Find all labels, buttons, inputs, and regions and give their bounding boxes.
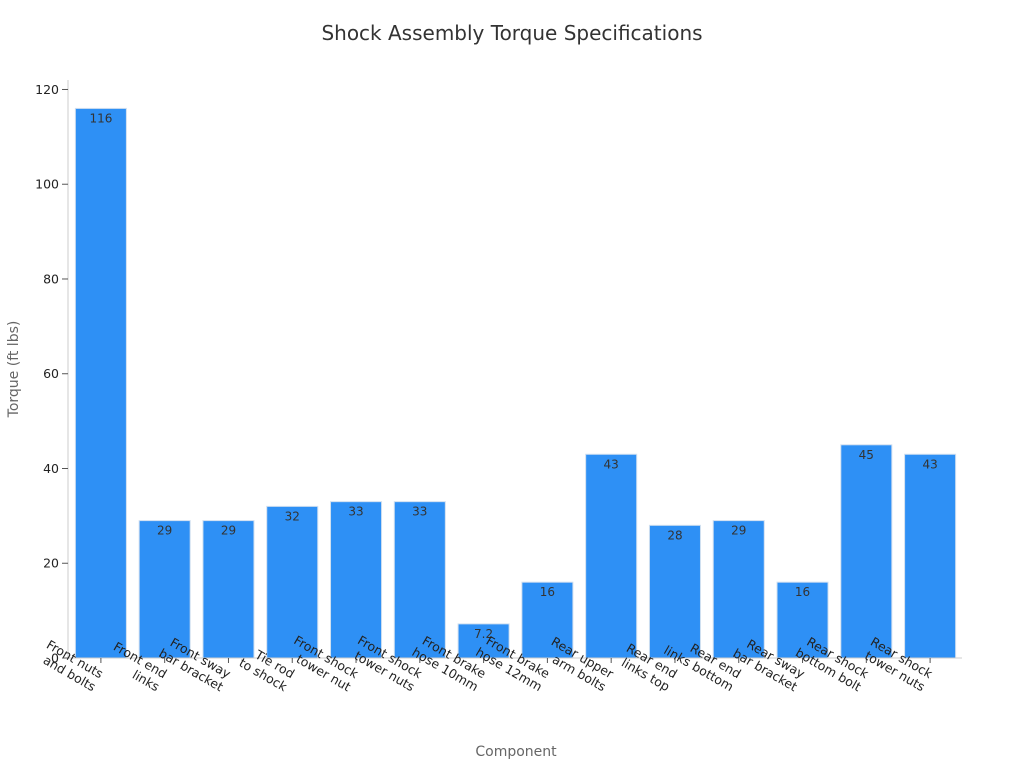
x-axis-label: Component [475, 744, 557, 760]
bar-value-label: 29 [731, 524, 746, 538]
bar [202, 520, 255, 659]
bar-value-label: 116 [89, 111, 112, 125]
bar [266, 505, 319, 659]
bar [457, 623, 510, 659]
bar [712, 520, 765, 659]
chart-title: Shock Assembly Torque Specifications [321, 21, 702, 45]
bar-value-label: 16 [795, 585, 810, 599]
bar-value-label: 28 [667, 528, 682, 542]
bar [904, 453, 957, 659]
bar [521, 581, 574, 659]
bar-value-label: 33 [412, 505, 427, 519]
y-tick-label: 40 [43, 461, 59, 476]
y-ticks-group: 0 20 40 60 80 100 120 [35, 82, 68, 666]
y-tick-label: 100 [35, 177, 59, 192]
bar [648, 524, 701, 659]
bar-value-label: 33 [348, 505, 363, 519]
bar-value-label: 43 [922, 457, 937, 471]
bar-labels-group: 116 29 29 32 33 33 7.2 16 43 28 29 16 45 43 [89, 111, 937, 640]
bar [776, 581, 829, 659]
y-tick-label: 20 [43, 556, 59, 571]
bar-value-label: 29 [157, 524, 172, 538]
bar-value-label: 7.2 [474, 627, 493, 641]
y-tick-label: 60 [43, 366, 59, 381]
bar [74, 107, 127, 659]
y-tick-label: 80 [43, 271, 59, 286]
bar-value-label: 45 [859, 448, 874, 462]
bar [393, 501, 446, 659]
bar-value-label: 43 [604, 457, 619, 471]
bar [840, 444, 893, 659]
bar-value-label: 29 [221, 524, 236, 538]
bars-group [74, 107, 957, 659]
bar [330, 501, 383, 659]
y-tick-label: 0 [51, 651, 59, 666]
bar-value-label: 32 [285, 509, 300, 523]
bar [585, 453, 638, 659]
y-tick-label: 120 [35, 82, 59, 97]
bar-value-label: 16 [540, 585, 555, 599]
bar [138, 520, 191, 659]
y-axis-label: Torque (ft lbs) [6, 321, 22, 419]
